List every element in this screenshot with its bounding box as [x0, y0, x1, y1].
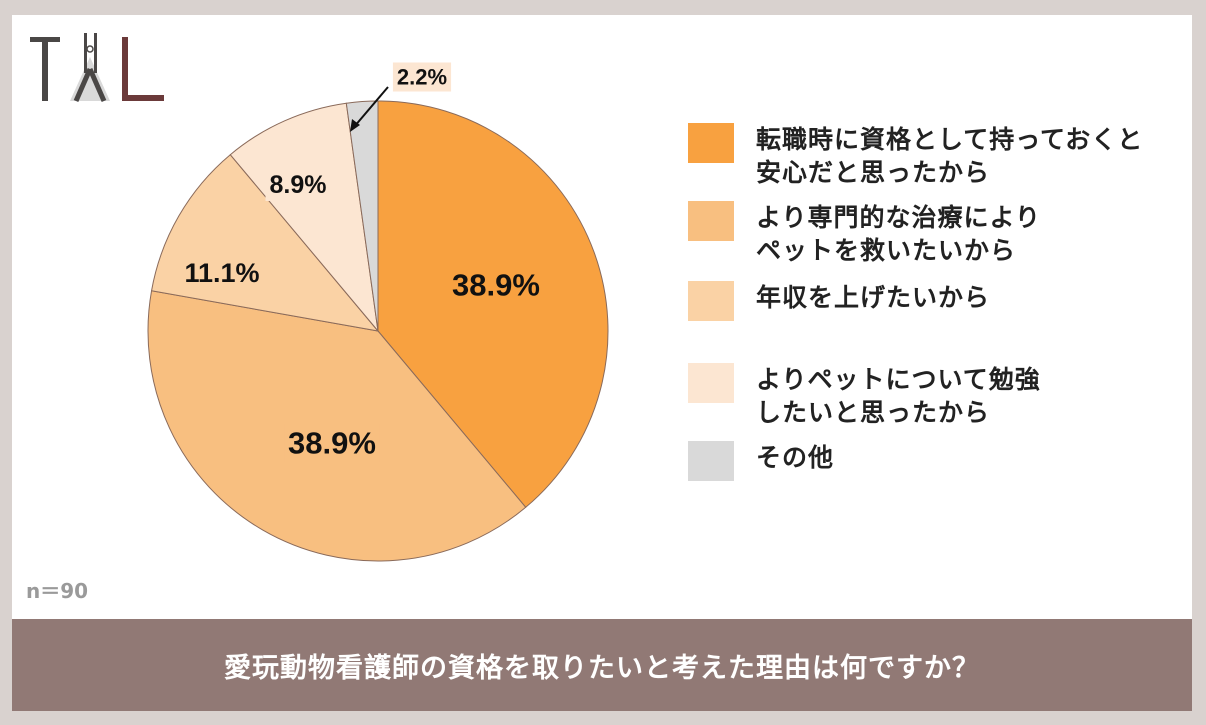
data-label-text-5: 2.2%	[397, 65, 447, 90]
legend-item-1: 転職時に資格として持っておくと 安心だと思ったから	[688, 123, 1143, 189]
pie-chart: 38.9% 38.9% 11.1% 8.9% 2.2%	[147, 62, 609, 562]
legend-label-5: その他	[756, 443, 835, 472]
chart-frame: 38.9% 38.9% 11.1% 8.9% 2.2% 転職時に資格として持っておくと …	[12, 15, 1192, 711]
data-label-1: 38.9%	[448, 265, 544, 305]
data-label-2: 38.9%	[284, 423, 380, 463]
data-label-text-2: 38.9%	[288, 426, 376, 461]
legend-item-4: よりペットについて勉強 したいと思ったから	[688, 363, 1041, 429]
data-label-5: 2.2%	[392, 62, 452, 92]
legend-label-2: より専門的な治療により ペットを救いたいから	[756, 203, 1042, 265]
data-label-bg-5	[392, 62, 452, 92]
legend-item-3: 年収を上げたいから	[688, 281, 990, 321]
legend-item-2: より専門的な治療により ペットを救いたいから	[688, 201, 1041, 267]
data-label-text-4: 8.9%	[270, 171, 327, 199]
callout-line	[353, 86, 389, 128]
data-label-text-3: 11.1%	[184, 258, 259, 288]
sample-size: n＝90	[26, 579, 89, 603]
chart-title: 愛玩動物看護師の資格を取りたいと考えた理由は何ですか？	[224, 652, 980, 684]
legend-swatch-2	[688, 201, 734, 241]
data-label-text-1: 38.9%	[452, 268, 540, 303]
data-label-bg-2	[284, 423, 380, 463]
data-label-4: 8.9%	[265, 169, 331, 201]
legend-item-5: その他	[688, 441, 834, 481]
data-label-3: 11.1%	[180, 256, 264, 290]
legend-swatch-4	[688, 363, 734, 403]
chart-title-bar: 愛玩動物看護師の資格を取りたいと考えた理由は何ですか？	[12, 619, 1192, 711]
pie-slice-4	[229, 102, 379, 333]
legend-swatch-1	[688, 123, 734, 163]
legend-swatch-5	[688, 441, 734, 481]
legend-label-1: 転職時に資格として持っておくと 安心だと思ったから	[756, 125, 1144, 187]
data-label-bg-3	[180, 256, 264, 290]
callout-arrowhead	[350, 119, 360, 132]
legend-label-4: よりペットについて勉強 したいと思ったから	[756, 365, 1041, 427]
data-label-bg-1	[448, 265, 544, 305]
logo	[30, 33, 164, 103]
legend-label-3: 年収を上げたいから	[756, 283, 991, 312]
pie-slice-5	[345, 100, 379, 332]
data-label-bg-4	[265, 169, 331, 201]
legend-swatch-3	[688, 281, 734, 321]
